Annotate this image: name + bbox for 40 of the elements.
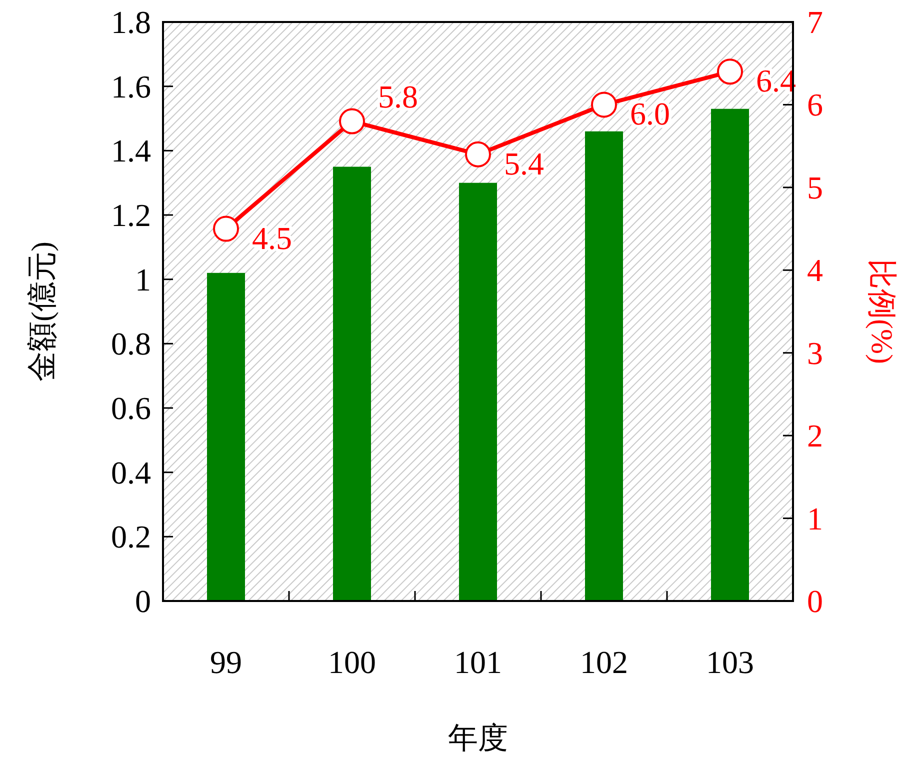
y2-tick-label: 1 [807,500,823,536]
y2-tick-label: 3 [807,334,823,371]
y2-tick-label: 7 [807,4,823,40]
point [213,216,239,242]
y-tick-label: 0.4 [111,454,151,490]
point [339,108,365,134]
x-axis-title: 年度 [448,722,508,755]
point [591,92,617,118]
y-tick-label: 1.2 [111,197,151,233]
y-tick-label: 0.6 [111,390,151,426]
y-tick-label: 0 [135,583,151,619]
y2-tick-label: 5 [807,169,823,206]
y2-tick-label: 2 [807,418,823,454]
y-axis-title: 金額(億元) [26,242,59,382]
data-label: 4.5 [252,220,292,256]
x-tick-label: 99 [210,644,242,680]
bar [711,108,749,601]
data-label: 5.4 [504,145,544,182]
x-tick-label: 102 [580,644,628,680]
x-tick-label: 101 [454,644,502,680]
bar [207,272,245,601]
y-tick-label: 0.2 [111,518,151,555]
x-tick-label: 103 [706,644,754,680]
bar [459,182,497,601]
y2-tick-label: 6 [807,86,823,123]
y2-tick-label: 4 [807,252,823,288]
point [465,141,491,168]
y-tick-label: 1.4 [111,132,151,169]
y-tick-label: 1.8 [111,4,151,40]
data-label: 6.0 [630,96,670,132]
y-tick-label: 1.6 [111,68,151,104]
point [717,58,743,85]
y-tick-label: 1 [135,261,151,298]
x-tick-label: 100 [328,644,376,680]
y-tick-label: 0.8 [111,326,151,362]
bar [585,131,623,601]
y2-tick-label: 0 [807,583,823,619]
data-label: 5.8 [378,78,418,114]
bar [333,166,371,601]
y2-axis-title: 比例(%) [865,259,898,364]
